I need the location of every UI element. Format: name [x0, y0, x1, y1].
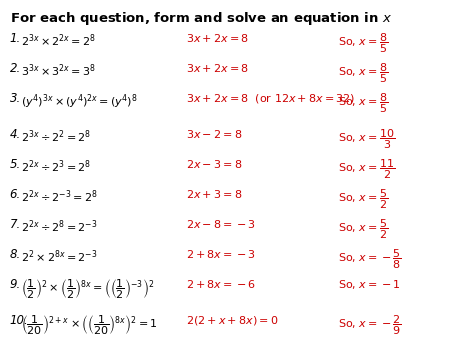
Text: $(y^4)^{3x} \times (y^4)^{2x} = (y^4)^{8}$: $(y^4)^{3x} \times (y^4)^{2x} = (y^4)^{8…	[21, 92, 137, 111]
Text: 7.: 7.	[9, 218, 21, 231]
Text: $2 + 8x = -6$: $2 + 8x = -6$	[186, 278, 255, 290]
Text: $\left(\dfrac{1}{2}\right)^{2} \times \left(\dfrac{1}{2}\right)^{8x} = \left(\le: $\left(\dfrac{1}{2}\right)^{2} \times \l…	[21, 278, 155, 301]
Text: So, $x = \dfrac{8}{5}$: So, $x = \dfrac{8}{5}$	[338, 92, 388, 115]
Text: For each question, form and solve an equation in $x$: For each question, form and solve an equ…	[9, 10, 392, 27]
Text: $2^{3x} \div 2^{2} = 2^{8}$: $2^{3x} \div 2^{2} = 2^{8}$	[21, 128, 91, 144]
Text: $2^{2x} \div 2^{3} = 2^{8}$: $2^{2x} \div 2^{3} = 2^{8}$	[21, 158, 91, 175]
Text: So, $x = \dfrac{8}{5}$: So, $x = \dfrac{8}{5}$	[338, 62, 388, 86]
Text: $2x - 3 = 8$: $2x - 3 = 8$	[186, 158, 242, 170]
Text: $2(2 + x + 8x) = 0$: $2(2 + x + 8x) = 0$	[186, 314, 278, 327]
Text: So, $x = -\dfrac{2}{9}$: So, $x = -\dfrac{2}{9}$	[338, 314, 402, 338]
Text: So, $x = \dfrac{11}{2}$: So, $x = \dfrac{11}{2}$	[338, 158, 395, 181]
Text: So, $x = -\dfrac{5}{8}$: So, $x = -\dfrac{5}{8}$	[338, 248, 402, 272]
Text: $3x + 2x = 8$  (or $12x + 8x = 32$): $3x + 2x = 8$ (or $12x + 8x = 32$)	[186, 92, 355, 105]
Text: 2.: 2.	[9, 62, 21, 75]
Text: $3x + 2x = 8$: $3x + 2x = 8$	[186, 32, 248, 44]
Text: So, $x = \dfrac{5}{2}$: So, $x = \dfrac{5}{2}$	[338, 188, 388, 212]
Text: $3x + 2x = 8$: $3x + 2x = 8$	[186, 62, 248, 74]
Text: $2x + 3 = 8$: $2x + 3 = 8$	[186, 188, 242, 200]
Text: $2^{3x} \times 2^{2x} = 2^{8}$: $2^{3x} \times 2^{2x} = 2^{8}$	[21, 32, 96, 49]
Text: $3x - 2 = 8$: $3x - 2 = 8$	[186, 128, 242, 140]
Text: So, $x = \dfrac{10}{3}$: So, $x = \dfrac{10}{3}$	[338, 128, 395, 152]
Text: 10.: 10.	[9, 314, 28, 327]
Text: $2 + 8x = -3$: $2 + 8x = -3$	[186, 248, 255, 260]
Text: $2^{2x} \div 2^{8} = 2^{-3}$: $2^{2x} \div 2^{8} = 2^{-3}$	[21, 218, 98, 235]
Text: 9.: 9.	[9, 278, 21, 291]
Text: So, $x = \dfrac{5}{2}$: So, $x = \dfrac{5}{2}$	[338, 218, 388, 241]
Text: $2x - 8 = -3$: $2x - 8 = -3$	[186, 218, 255, 230]
Text: $2^{2x} \div 2^{-3} = 2^{8}$: $2^{2x} \div 2^{-3} = 2^{8}$	[21, 188, 98, 204]
Text: 8.: 8.	[9, 248, 21, 261]
Text: $3^{3x} \times 3^{2x} = 3^{8}$: $3^{3x} \times 3^{2x} = 3^{8}$	[21, 62, 96, 78]
Text: 5.: 5.	[9, 158, 21, 171]
Text: 6.: 6.	[9, 188, 21, 201]
Text: $\left(\dfrac{1}{20}\right)^{2+x} \times \left(\left(\dfrac{1}{20}\right)^{8x}\r: $\left(\dfrac{1}{20}\right)^{2+x} \times…	[21, 314, 158, 338]
Text: $2^{2} \times 2^{8x} = 2^{-3}$: $2^{2} \times 2^{8x} = 2^{-3}$	[21, 248, 98, 264]
Text: So, $x = \dfrac{8}{5}$: So, $x = \dfrac{8}{5}$	[338, 32, 388, 55]
Text: 4.: 4.	[9, 128, 21, 141]
Text: 1.: 1.	[9, 32, 21, 45]
Text: So, $x = -1$: So, $x = -1$	[338, 278, 401, 291]
Text: 3.: 3.	[9, 92, 21, 105]
